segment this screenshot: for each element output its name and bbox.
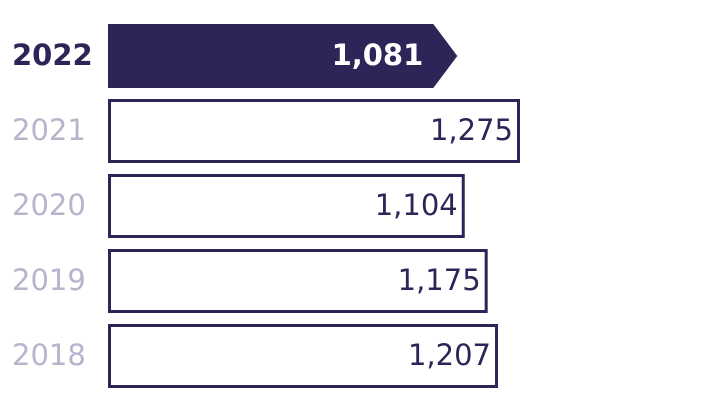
bar <box>108 174 465 238</box>
category-label: 2019 <box>12 263 86 297</box>
bar <box>108 24 458 88</box>
value-label: 1,081 <box>332 38 424 72</box>
value-label: 1,175 <box>398 263 481 297</box>
category-label: 2018 <box>12 338 86 372</box>
value-label: 1,275 <box>430 113 513 147</box>
bar <box>108 249 488 313</box>
category-label: 2021 <box>12 113 86 147</box>
value-label: 1,207 <box>408 338 491 372</box>
bar <box>108 99 520 163</box>
bar <box>108 324 499 388</box>
category-label: 2020 <box>12 188 86 222</box>
value-label: 1,104 <box>375 188 458 222</box>
category-label: 2022 <box>12 38 93 72</box>
